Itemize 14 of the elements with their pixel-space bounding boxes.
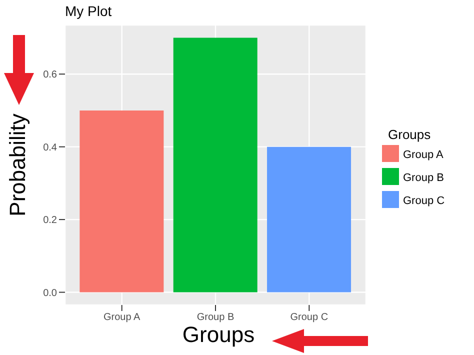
y-tick-label: 0.2 (43, 215, 58, 226)
legend-label: Group B (403, 172, 444, 184)
y-tick-label: 0.4 (43, 142, 58, 154)
chart-title: My Plot (65, 3, 112, 19)
legend-label: Group A (403, 149, 444, 161)
y-tick-label: 0.6 (43, 70, 58, 81)
x-tick-label: Group B (196, 312, 234, 324)
x-tick-label: Group A (103, 312, 140, 324)
x-tick-label: Group C (290, 312, 328, 324)
legend-label: Group C (403, 195, 445, 207)
legend-title: Groups (388, 127, 431, 142)
y-tick-label: 0.0 (43, 288, 58, 299)
y-axis-title: Probability (5, 114, 31, 216)
x-axis-title: Groups (181, 322, 256, 348)
